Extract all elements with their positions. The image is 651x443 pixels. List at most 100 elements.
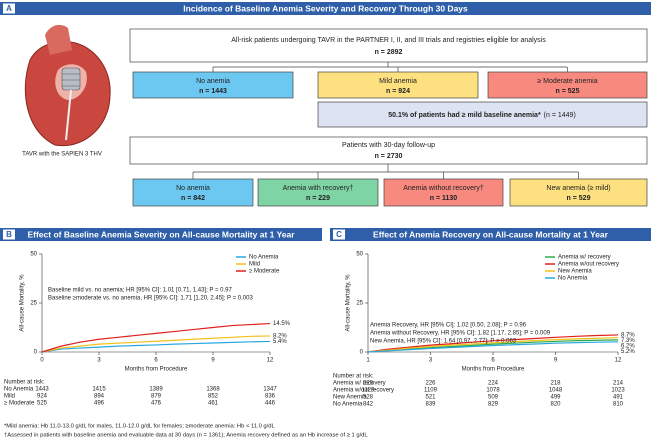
y-tick-label: 25 [30, 301, 37, 307]
risk-row-name: No Anemia [4, 387, 34, 393]
followup-box-text: n = 2730 [375, 153, 403, 160]
annotation: Anemia Recovery, HR [95% CI]: 1.02 [0.50… [370, 323, 527, 329]
risk-value: 1347 [263, 387, 277, 393]
risk-value: 496 [94, 401, 105, 407]
group-box-text: n = 1130 [430, 195, 458, 202]
panel-letter: A [6, 4, 12, 13]
risk-value: 836 [265, 394, 276, 400]
top-box-text: All-risk patients undergoing TAVR in the… [231, 37, 546, 44]
image-caption: TAVR with the SAPIEN 3 THV [22, 152, 102, 158]
legend-label: ≥ Moderate [249, 269, 280, 275]
y-tick-label: 25 [356, 301, 363, 307]
risk-row-name: Anemia w/ recovery [333, 381, 386, 387]
panel-header [0, 228, 322, 241]
x-tick-label: 3 [97, 358, 101, 364]
risk-value: 839 [425, 402, 436, 408]
risk-value: 894 [94, 394, 105, 400]
risk-table-title: Number at risk: [333, 374, 374, 380]
legend-label: No Anemia [249, 255, 279, 261]
survival-line [41, 335, 271, 353]
risk-value: 218 [550, 381, 561, 387]
heart-illustration [24, 24, 111, 147]
risk-value: 476 [151, 401, 162, 407]
group-box [257, 178, 379, 207]
baseline-box-text: n = 924 [386, 88, 410, 95]
risk-value: 852 [208, 394, 219, 400]
risk-value: 1129 [362, 388, 376, 394]
risk-value: 1415 [92, 387, 106, 393]
annotation: Anemia without Recovery, HR [95% CI]: 1.… [370, 331, 551, 337]
x-tick-label: 6 [491, 358, 495, 364]
group-box-text: No anemia [176, 185, 210, 192]
summary-text: 50.1% of patients had ≥ mild baseline an… [388, 112, 576, 119]
survival-line [41, 340, 271, 353]
y-axis-label: All-cause Mortality, % [346, 274, 352, 332]
x-tick-label: 1 [366, 358, 370, 364]
end-label: 14.5% [273, 321, 291, 327]
risk-row-name: New Anemia [333, 395, 367, 401]
risk-value: 499 [550, 395, 561, 401]
group-box-text: New anemia (≥ mild) [546, 185, 610, 192]
legend-label: Anemia w/out recovery [558, 262, 619, 268]
baseline-box [132, 71, 294, 99]
summary-box [317, 101, 648, 128]
risk-value: 491 [613, 395, 624, 401]
risk-table-title: Number at risk: [4, 380, 45, 386]
end-label: 6.2% [621, 344, 635, 350]
risk-value: 509 [488, 395, 499, 401]
group-box-text: n = 842 [181, 195, 205, 202]
survival-line [41, 322, 271, 353]
y-axis-label: All-cause Mortality, % [20, 274, 26, 332]
end-label: 8.2% [273, 334, 287, 340]
followup-box-text: Patients with 30-day follow-up [342, 142, 435, 149]
legend-label: Anemia w/ recovery [558, 255, 611, 261]
x-tick-label: 3 [429, 358, 433, 364]
risk-value: 1368 [206, 387, 220, 393]
summary-bold: 50.1% of patients had ≥ mild baseline an… [388, 112, 541, 119]
end-label: 8.7% [621, 333, 635, 339]
panel-letter-badge [3, 3, 15, 14]
panel-title: Effect of Anemia Recovery on All-cause M… [373, 229, 609, 239]
survival-line [367, 337, 619, 353]
risk-value: 521 [425, 395, 436, 401]
risk-value: 810 [613, 402, 624, 408]
annotation: Baseline ≥moderate vs. no anemia, HR [95… [48, 296, 253, 302]
legend-label: New Anemia [558, 269, 592, 275]
risk-value: 924 [37, 394, 48, 400]
x-tick-label: 9 [554, 358, 558, 364]
group-box [383, 178, 504, 207]
panel-letter-badge [333, 229, 345, 240]
annotation: New Anemia, HR [95% CI]: 1.64 [0.97, 2.7… [370, 339, 517, 345]
baseline-box-text: No anemia [196, 78, 230, 85]
risk-value: 214 [613, 381, 624, 387]
panel-letter-badge [3, 229, 15, 240]
end-label: 5.4% [273, 339, 287, 345]
y-tick-label: 50 [30, 252, 37, 258]
y-tick-label: 50 [356, 252, 363, 258]
end-label: 5.2% [621, 349, 635, 355]
survival-line [367, 334, 619, 353]
risk-value: 528 [363, 395, 374, 401]
y-tick-label: 0 [360, 350, 364, 356]
legend-label: Mild [249, 262, 260, 268]
risk-value: 1389 [149, 387, 163, 393]
baseline-box [487, 71, 648, 99]
panel-title: Incidence of Baseline Anemia Severity an… [183, 3, 468, 13]
risk-value: 820 [550, 402, 561, 408]
risk-value: 229 [363, 381, 374, 387]
top-box [129, 28, 648, 63]
group-box [509, 178, 648, 207]
group-box-text: Anemia with recovery† [283, 185, 354, 192]
end-label: 7.3% [621, 338, 635, 344]
risk-row-name: Mild [4, 394, 15, 400]
risk-row-name: No Anemia [333, 402, 363, 408]
panel-letter: C [336, 230, 342, 239]
annotation: Baseline mild vs. no anemia; HR [95% CI]… [48, 288, 232, 294]
x-axis-label: Months from Procedure [462, 367, 525, 373]
x-tick-label: 0 [40, 358, 44, 364]
x-tick-label: 6 [154, 358, 158, 364]
baseline-box-text: ≥ Moderate anemia [537, 78, 597, 85]
survival-line [367, 341, 619, 353]
followup-box [129, 136, 648, 165]
risk-value: 224 [488, 381, 499, 387]
